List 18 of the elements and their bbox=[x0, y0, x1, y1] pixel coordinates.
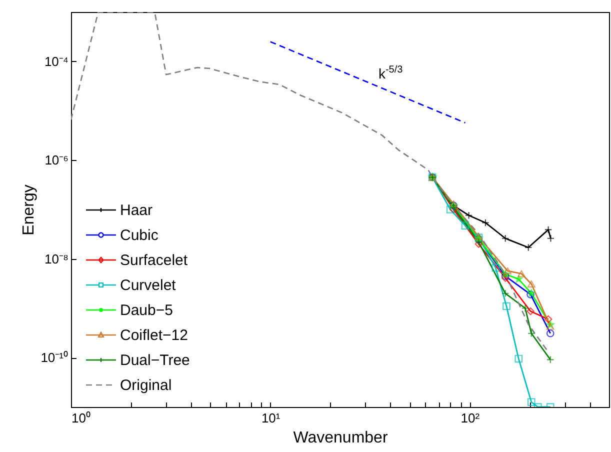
x-tick-label: 10⁰ bbox=[72, 410, 91, 426]
legend-label: Original bbox=[120, 377, 172, 394]
legend-label: Cubic bbox=[120, 227, 159, 244]
legend-label: Coiflet−12 bbox=[120, 327, 188, 344]
note-text: k$^{-5/3}$ bbox=[378, 64, 403, 82]
y-axis-title: Energy bbox=[20, 184, 38, 236]
y-tick-label: 10⁻⁶ bbox=[44, 152, 68, 168]
legend-label: Haar bbox=[120, 202, 153, 219]
x-tick-label: 10² bbox=[460, 410, 480, 426]
legend-label: Curvelet bbox=[120, 277, 177, 294]
x-axis-title: Wavenumber bbox=[293, 430, 388, 446]
legend-label: Daub−5 bbox=[120, 302, 173, 319]
legend-label: Surfacelet bbox=[120, 252, 188, 269]
y-tick-label: 10⁻¹⁰ bbox=[40, 350, 68, 366]
legend-label: Dual−Tree bbox=[120, 352, 190, 369]
y-tick-label: 10⁻⁴ bbox=[44, 54, 68, 69]
x-tick-label: 10¹ bbox=[261, 410, 281, 426]
y-tick-label: 10⁻⁸ bbox=[44, 251, 68, 266]
